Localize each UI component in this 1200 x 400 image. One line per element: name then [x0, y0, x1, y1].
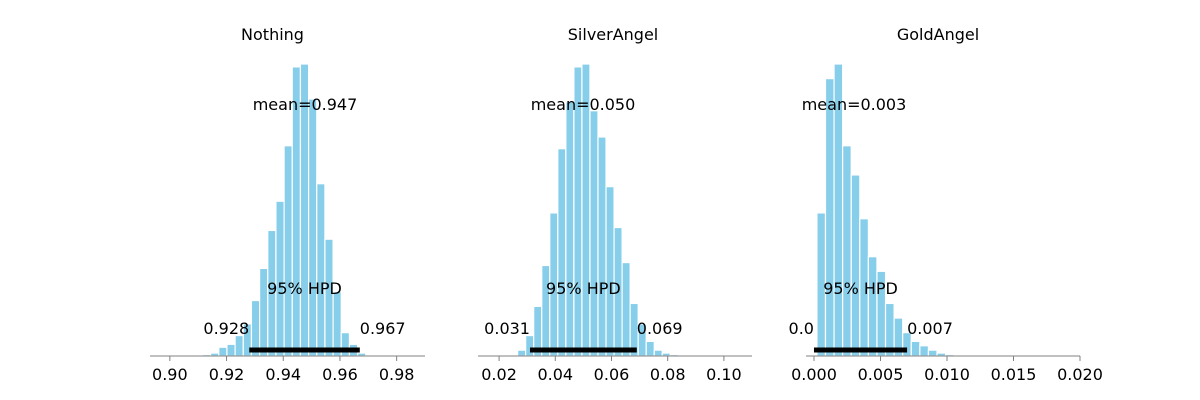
hpd-lower-label: 0.0: [789, 319, 814, 338]
subplot-title: GoldAngel: [897, 25, 979, 44]
histogram-bar: [867, 256, 878, 357]
histogram-bar: [621, 261, 631, 357]
x-tick-label: 0.06: [594, 365, 630, 384]
histogram-bar: [316, 183, 326, 357]
hpd-upper-label: 0.069: [637, 319, 683, 338]
histogram-bar: [824, 77, 835, 357]
histogram-bar: [927, 349, 938, 357]
histogram-bar: [565, 101, 575, 357]
x-tick-label: 0.10: [706, 365, 742, 384]
hpd-lower-label: 0.928: [203, 319, 249, 338]
x-tick-label: 0.010: [924, 365, 970, 384]
x-tick-label: 0.94: [265, 365, 301, 384]
histogram-bar: [645, 340, 655, 357]
mean-label: mean=0.003: [802, 95, 907, 114]
mean-label: mean=0.947: [253, 95, 358, 114]
histogram-bar: [332, 291, 342, 357]
hpd-label: 95% HPD: [823, 279, 898, 298]
x-tick-label: 0.015: [991, 365, 1037, 384]
hpd-label: 95% HPD: [546, 279, 621, 298]
histogram-bar: [919, 345, 930, 357]
subplot-title: SilverAngel: [568, 25, 658, 44]
subplot-goldangel: 0.000 0.005 0.010 0.015 0.020 GoldAngel mean=0…: [789, 25, 1103, 384]
subplot-silverangel: 0.02 0.04 0.06 0.08 0.10 SilverAngel mean=0.05…: [478, 25, 752, 384]
subplot-title: Nothing: [241, 25, 304, 44]
histogram-bar: [850, 174, 861, 357]
histogram-bar: [653, 349, 663, 357]
x-tick-label: 0.92: [209, 365, 245, 384]
x-tick-label: 0.005: [858, 365, 904, 384]
histogram-bar: [234, 334, 244, 357]
histogram-bar: [842, 145, 852, 357]
mean-label: mean=0.050: [531, 95, 636, 114]
histogram-bar: [218, 346, 228, 357]
x-tick-label: 0.020: [1057, 365, 1103, 384]
histogram-bar: [589, 110, 599, 357]
hpd-lower-label: 0.031: [484, 319, 530, 338]
x-tick-label: 0.98: [379, 365, 415, 384]
x-tick-label: 0.000: [791, 365, 837, 384]
hpd-upper-label: 0.967: [360, 319, 406, 338]
hpd-upper-label: 0.007: [907, 319, 953, 338]
histogram-bar: [597, 136, 607, 357]
subplot-nothing: 0.90 0.92 0.94 0.96 0.98 Nothing mean=0.947 95%…: [150, 25, 425, 384]
histogram-bar: [283, 145, 293, 357]
x-tick-label: 0.90: [152, 365, 188, 384]
histogram-bar: [307, 98, 318, 357]
histogram-bar: [605, 186, 615, 357]
histogram-bar: [557, 148, 567, 357]
hpd-label: 95% HPD: [267, 279, 342, 298]
histogram-bar: [910, 340, 921, 357]
histogram-bar: [525, 334, 535, 357]
histogram-bar: [226, 343, 236, 357]
x-tick-label: 0.96: [322, 365, 358, 384]
x-tick-label: 0.04: [537, 365, 573, 384]
x-tick-label: 0.08: [650, 365, 686, 384]
x-tick-label: 0.02: [481, 365, 517, 384]
histogram-bar: [517, 349, 527, 357]
